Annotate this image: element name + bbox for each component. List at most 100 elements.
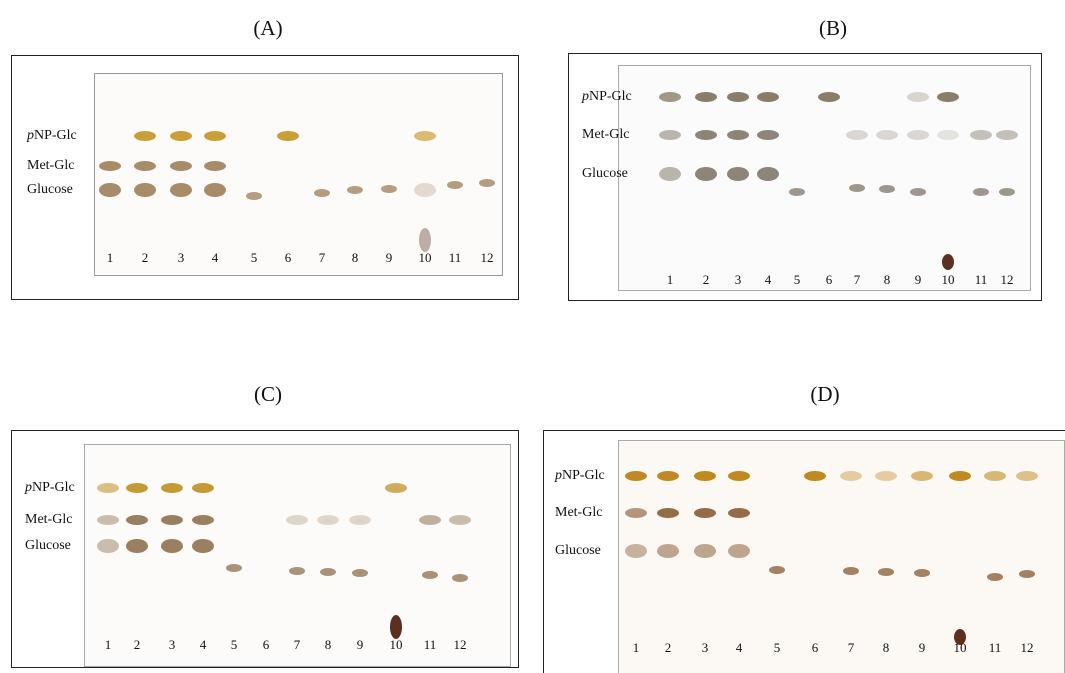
lane: 1 <box>632 640 640 655</box>
lane: 2 <box>702 272 710 287</box>
spot <box>97 515 119 525</box>
spot <box>170 131 192 141</box>
row: pNP-Glc <box>555 468 605 483</box>
lane: 8 <box>324 637 332 652</box>
spot <box>804 471 826 481</box>
plate <box>94 73 503 276</box>
spot <box>126 539 148 553</box>
panel-label: (A) <box>253 16 283 40</box>
spot <box>757 167 779 181</box>
lane: 11 <box>423 637 437 652</box>
lane: 4 <box>735 640 743 655</box>
spot <box>694 471 716 481</box>
spot <box>192 539 214 553</box>
lane: 11 <box>974 272 988 287</box>
spot <box>973 188 989 196</box>
spot <box>999 188 1015 196</box>
spot <box>695 167 717 181</box>
spot <box>879 185 895 193</box>
spot <box>659 167 681 181</box>
lane: 2 <box>141 250 149 265</box>
spot <box>937 130 959 140</box>
spot <box>728 508 750 518</box>
spot <box>134 161 156 171</box>
spot <box>452 574 468 582</box>
spot <box>984 471 1006 481</box>
spot <box>907 130 929 140</box>
spot <box>789 188 805 196</box>
lane: 4 <box>764 272 772 287</box>
lane: 10 <box>953 640 967 655</box>
spot <box>840 471 862 481</box>
lane: 5 <box>250 250 258 265</box>
spot <box>942 254 954 270</box>
spot <box>846 130 868 140</box>
spot <box>657 544 679 558</box>
lane: 6 <box>284 250 292 265</box>
spot <box>277 131 299 141</box>
lane: 4 <box>211 250 219 265</box>
spot <box>419 515 441 525</box>
spot <box>320 568 336 576</box>
spot <box>657 508 679 518</box>
lane: 6 <box>811 640 819 655</box>
spot <box>449 515 471 525</box>
spot <box>910 188 926 196</box>
spot <box>970 130 992 140</box>
spot <box>226 564 242 572</box>
row: Met-Glc <box>25 512 73 527</box>
spot <box>170 161 192 171</box>
spot <box>727 92 749 102</box>
row: pNP-Glc <box>27 128 77 143</box>
spot <box>843 567 859 575</box>
spot <box>349 515 371 525</box>
spot <box>314 189 330 197</box>
spot <box>728 544 750 558</box>
row: Glucose <box>25 538 71 553</box>
spot <box>192 515 214 525</box>
spot <box>659 130 681 140</box>
lane: 5 <box>230 637 238 652</box>
panel-label: (B) <box>819 16 847 40</box>
lane: 2 <box>664 640 672 655</box>
lane: 9 <box>918 640 926 655</box>
spot <box>625 471 647 481</box>
spot <box>352 569 368 577</box>
spot <box>385 483 407 493</box>
spot <box>937 92 959 102</box>
lane: 8 <box>351 250 359 265</box>
spot <box>914 569 930 577</box>
spot <box>246 192 262 200</box>
lane: 1 <box>104 637 112 652</box>
row: Met-Glc <box>27 158 75 173</box>
spot <box>757 130 779 140</box>
lane: 7 <box>847 640 855 655</box>
spot <box>695 130 717 140</box>
lane: 12 <box>480 250 494 265</box>
lane: 8 <box>883 272 891 287</box>
lane: 5 <box>793 272 801 287</box>
row: pNP-Glc <box>25 480 75 495</box>
lane: 5 <box>773 640 781 655</box>
plate <box>84 444 511 667</box>
lane: 1 <box>666 272 674 287</box>
lane: 10 <box>941 272 955 287</box>
panel-label: (C) <box>254 382 282 406</box>
spot <box>657 471 679 481</box>
lane: 1 <box>106 250 114 265</box>
lane: 7 <box>853 272 861 287</box>
lane: 9 <box>356 637 364 652</box>
lane: 12 <box>453 637 467 652</box>
spot <box>317 515 339 525</box>
plate <box>618 65 1031 291</box>
spot <box>727 167 749 181</box>
lane: 2 <box>133 637 141 652</box>
spot <box>419 228 431 252</box>
spot <box>694 544 716 558</box>
spot <box>911 471 933 481</box>
spot <box>1016 471 1038 481</box>
spot <box>987 573 1003 581</box>
lane: 3 <box>701 640 709 655</box>
